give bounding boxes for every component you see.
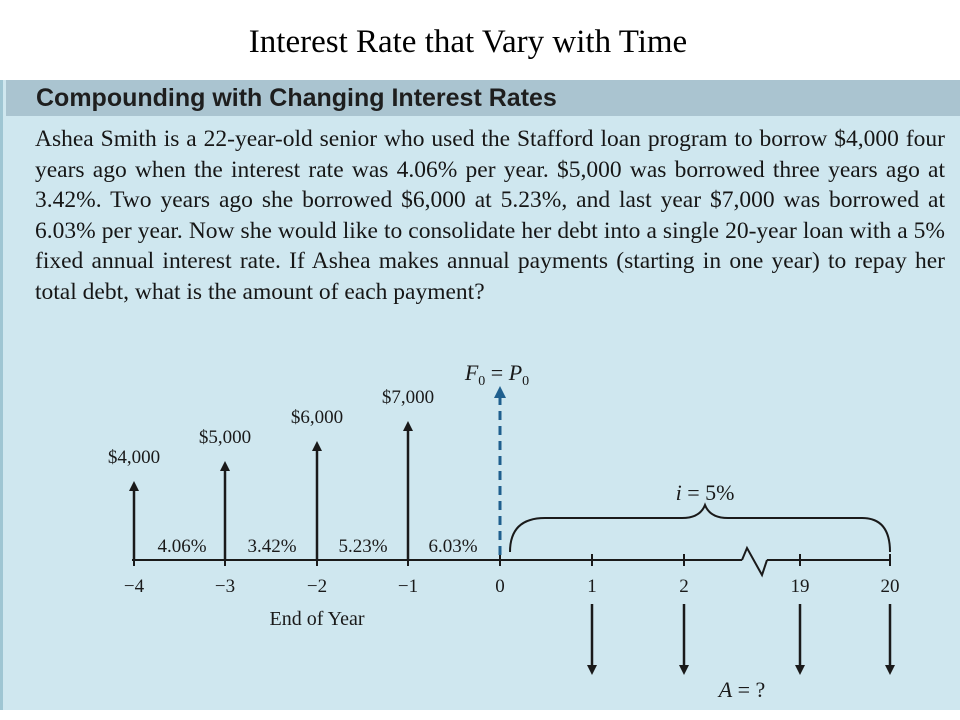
borrowing-amount: $4,000	[108, 447, 160, 468]
payment-rest: = ?	[732, 677, 765, 702]
tick-label: 0	[495, 576, 505, 597]
fv-f: F	[464, 360, 479, 385]
borrowing-amount: $5,000	[199, 427, 251, 448]
rate-label-2: 3.42%	[247, 536, 296, 557]
textbook-box: Compounding with Changing Interest Rates…	[0, 80, 960, 710]
payment-arrows	[587, 604, 895, 675]
interest-label: i = 5%	[676, 480, 735, 505]
tick-label: −3	[215, 576, 235, 597]
tick-label: 19	[791, 576, 810, 597]
tick-label: −1	[398, 576, 418, 597]
fv-p: P	[508, 360, 522, 385]
box-title: Compounding with Changing Interest Rates	[36, 84, 557, 112]
rate-label-4: 6.03%	[428, 536, 477, 557]
interest-brace	[509, 502, 891, 553]
tick-label: 1	[587, 576, 597, 597]
borrowing-arrows: $4,000 $5,000 $6,000 $7,000	[108, 387, 434, 560]
rate-label-3: 5.23%	[338, 536, 387, 557]
tick-label: 20	[881, 576, 900, 597]
box-header: Compounding with Changing Interest Rates	[6, 80, 960, 116]
payment-a: A	[717, 677, 733, 702]
borrowing-amount: $6,000	[291, 407, 343, 428]
payment-label: A = ?	[717, 677, 766, 702]
interest-i: i	[676, 480, 682, 505]
future-value-label: F0 = P0	[464, 360, 529, 389]
rate-label-1: 4.06%	[157, 536, 206, 557]
fv-sub-1: 0	[478, 374, 485, 389]
fv-eq: =	[485, 360, 508, 385]
tick-labels: −4 −3 −2 −1 0 1 2 19 20	[124, 576, 900, 597]
tick-label: 2	[679, 576, 689, 597]
borrowing-amount: $7,000	[382, 387, 434, 408]
problem-statement: Ashea Smith is a 22-year-old senior who …	[35, 126, 945, 305]
timeline-break	[741, 545, 768, 578]
axis-label: End of Year	[270, 608, 365, 630]
fv-sub-2: 0	[522, 374, 529, 389]
tick-label: −2	[307, 576, 327, 597]
tick-label: −4	[124, 576, 145, 597]
slide-title: Interest Rate that Vary with Time	[248, 24, 688, 60]
interest-rest: = 5%	[682, 480, 735, 505]
